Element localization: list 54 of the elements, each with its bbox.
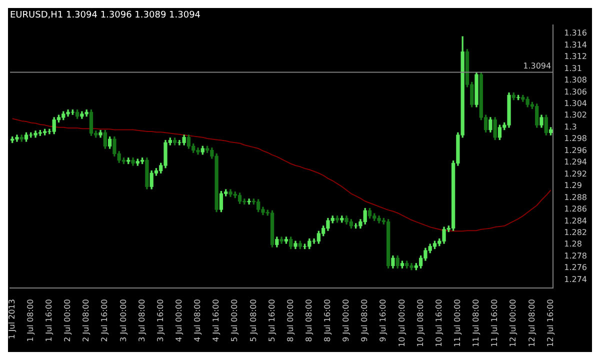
x-tick-label: 2 Jul 08:00 bbox=[82, 299, 91, 342]
x-tick-label: 10 Jul 00:00 bbox=[397, 299, 406, 348]
x-tick-label: 4 Jul 00:00 bbox=[174, 299, 184, 342]
y-tick-label: 1.316 bbox=[564, 28, 588, 38]
x-tick-label: 4 Jul 16:00 bbox=[212, 299, 221, 342]
y-tick-label: 1.28 bbox=[564, 240, 582, 249]
y-tick-label: 1.29 bbox=[564, 181, 582, 190]
y-tick-label: 1.282 bbox=[564, 228, 588, 237]
x-tick-label: 10 Jul 16:00 bbox=[434, 299, 444, 348]
y-tick-label: 1.284 bbox=[564, 216, 588, 226]
x-tick-label: 8 Jul 00:00 bbox=[286, 299, 295, 342]
y-tick-label: 1.306 bbox=[564, 87, 588, 96]
y-tick-label: 1.296 bbox=[564, 146, 588, 155]
ref-line-label: 1.3094 bbox=[523, 61, 552, 70]
y-tick-label: 1.298 bbox=[564, 134, 588, 144]
x-tick-label: 3 Jul 16:00 bbox=[156, 299, 165, 342]
x-tick-label: 5 Jul 08:00 bbox=[248, 299, 258, 342]
x-tick-label: 2 Jul 00:00 bbox=[63, 299, 72, 342]
x-tick-label: 4 Jul 08:00 bbox=[193, 299, 202, 342]
x-tick-label: 9 Jul 16:00 bbox=[378, 299, 388, 342]
x-tick-label: 9 Jul 00:00 bbox=[342, 299, 351, 342]
x-tick-label: 8 Jul 16:00 bbox=[323, 299, 332, 342]
x-tick-label: 1 Jul 08:00 bbox=[26, 299, 35, 342]
y-tick-label: 1.286 bbox=[564, 204, 588, 214]
y-tick-label: 1.3 bbox=[564, 122, 577, 132]
x-tick-label: 5 Jul 00:00 bbox=[230, 299, 240, 342]
x-tick-label: 12 Jul 08:00 bbox=[527, 299, 536, 348]
x-tick-label: 11 Jul 00:00 bbox=[453, 299, 462, 348]
x-tick-label: 9 Jul 08:00 bbox=[360, 299, 370, 342]
x-tick-label: 2 Jul 16:00 bbox=[100, 299, 110, 342]
x-tick-label: 12 Jul 00:00 bbox=[508, 299, 518, 348]
x-tick-label: 3 Jul 00:00 bbox=[118, 299, 128, 342]
x-tick-label: 3 Jul 08:00 bbox=[137, 299, 146, 342]
y-tick-label: 1.294 bbox=[564, 158, 588, 167]
y-tick-label: 1.302 bbox=[564, 110, 588, 120]
chart-title: EURUSD,H1 1.3094 1.3096 1.3089 1.3094 bbox=[10, 10, 201, 21]
x-tick-label: 11 Jul 16:00 bbox=[490, 299, 500, 348]
y-tick-label: 1.304 bbox=[564, 99, 588, 108]
x-tick-label: 8 Jul 08:00 bbox=[304, 299, 314, 342]
x-tick-label: 1 Jul 16:00 bbox=[44, 299, 54, 342]
y-tick-label: 1.292 bbox=[564, 169, 588, 178]
x-tick-label: 12 Jul 16:00 bbox=[546, 299, 555, 348]
y-tick-label: 1.312 bbox=[564, 52, 588, 62]
y-tick-label: 1.314 bbox=[564, 40, 588, 50]
x-tick-label: 5 Jul 16:00 bbox=[267, 299, 276, 342]
y-tick-label: 1.278 bbox=[564, 251, 588, 260]
x-tick-label: 1 Jul 2013 bbox=[7, 299, 16, 340]
y-tick-label: 1.276 bbox=[564, 263, 588, 272]
x-tick-label: 11 Jul 08:00 bbox=[472, 299, 481, 348]
y-tick-label: 1.274 bbox=[564, 274, 588, 284]
x-tick-label: 10 Jul 08:00 bbox=[416, 299, 425, 348]
y-tick-label: 1.31 bbox=[564, 64, 582, 73]
y-tick-label: 1.288 bbox=[564, 192, 588, 202]
y-tick-label: 1.308 bbox=[564, 76, 588, 85]
